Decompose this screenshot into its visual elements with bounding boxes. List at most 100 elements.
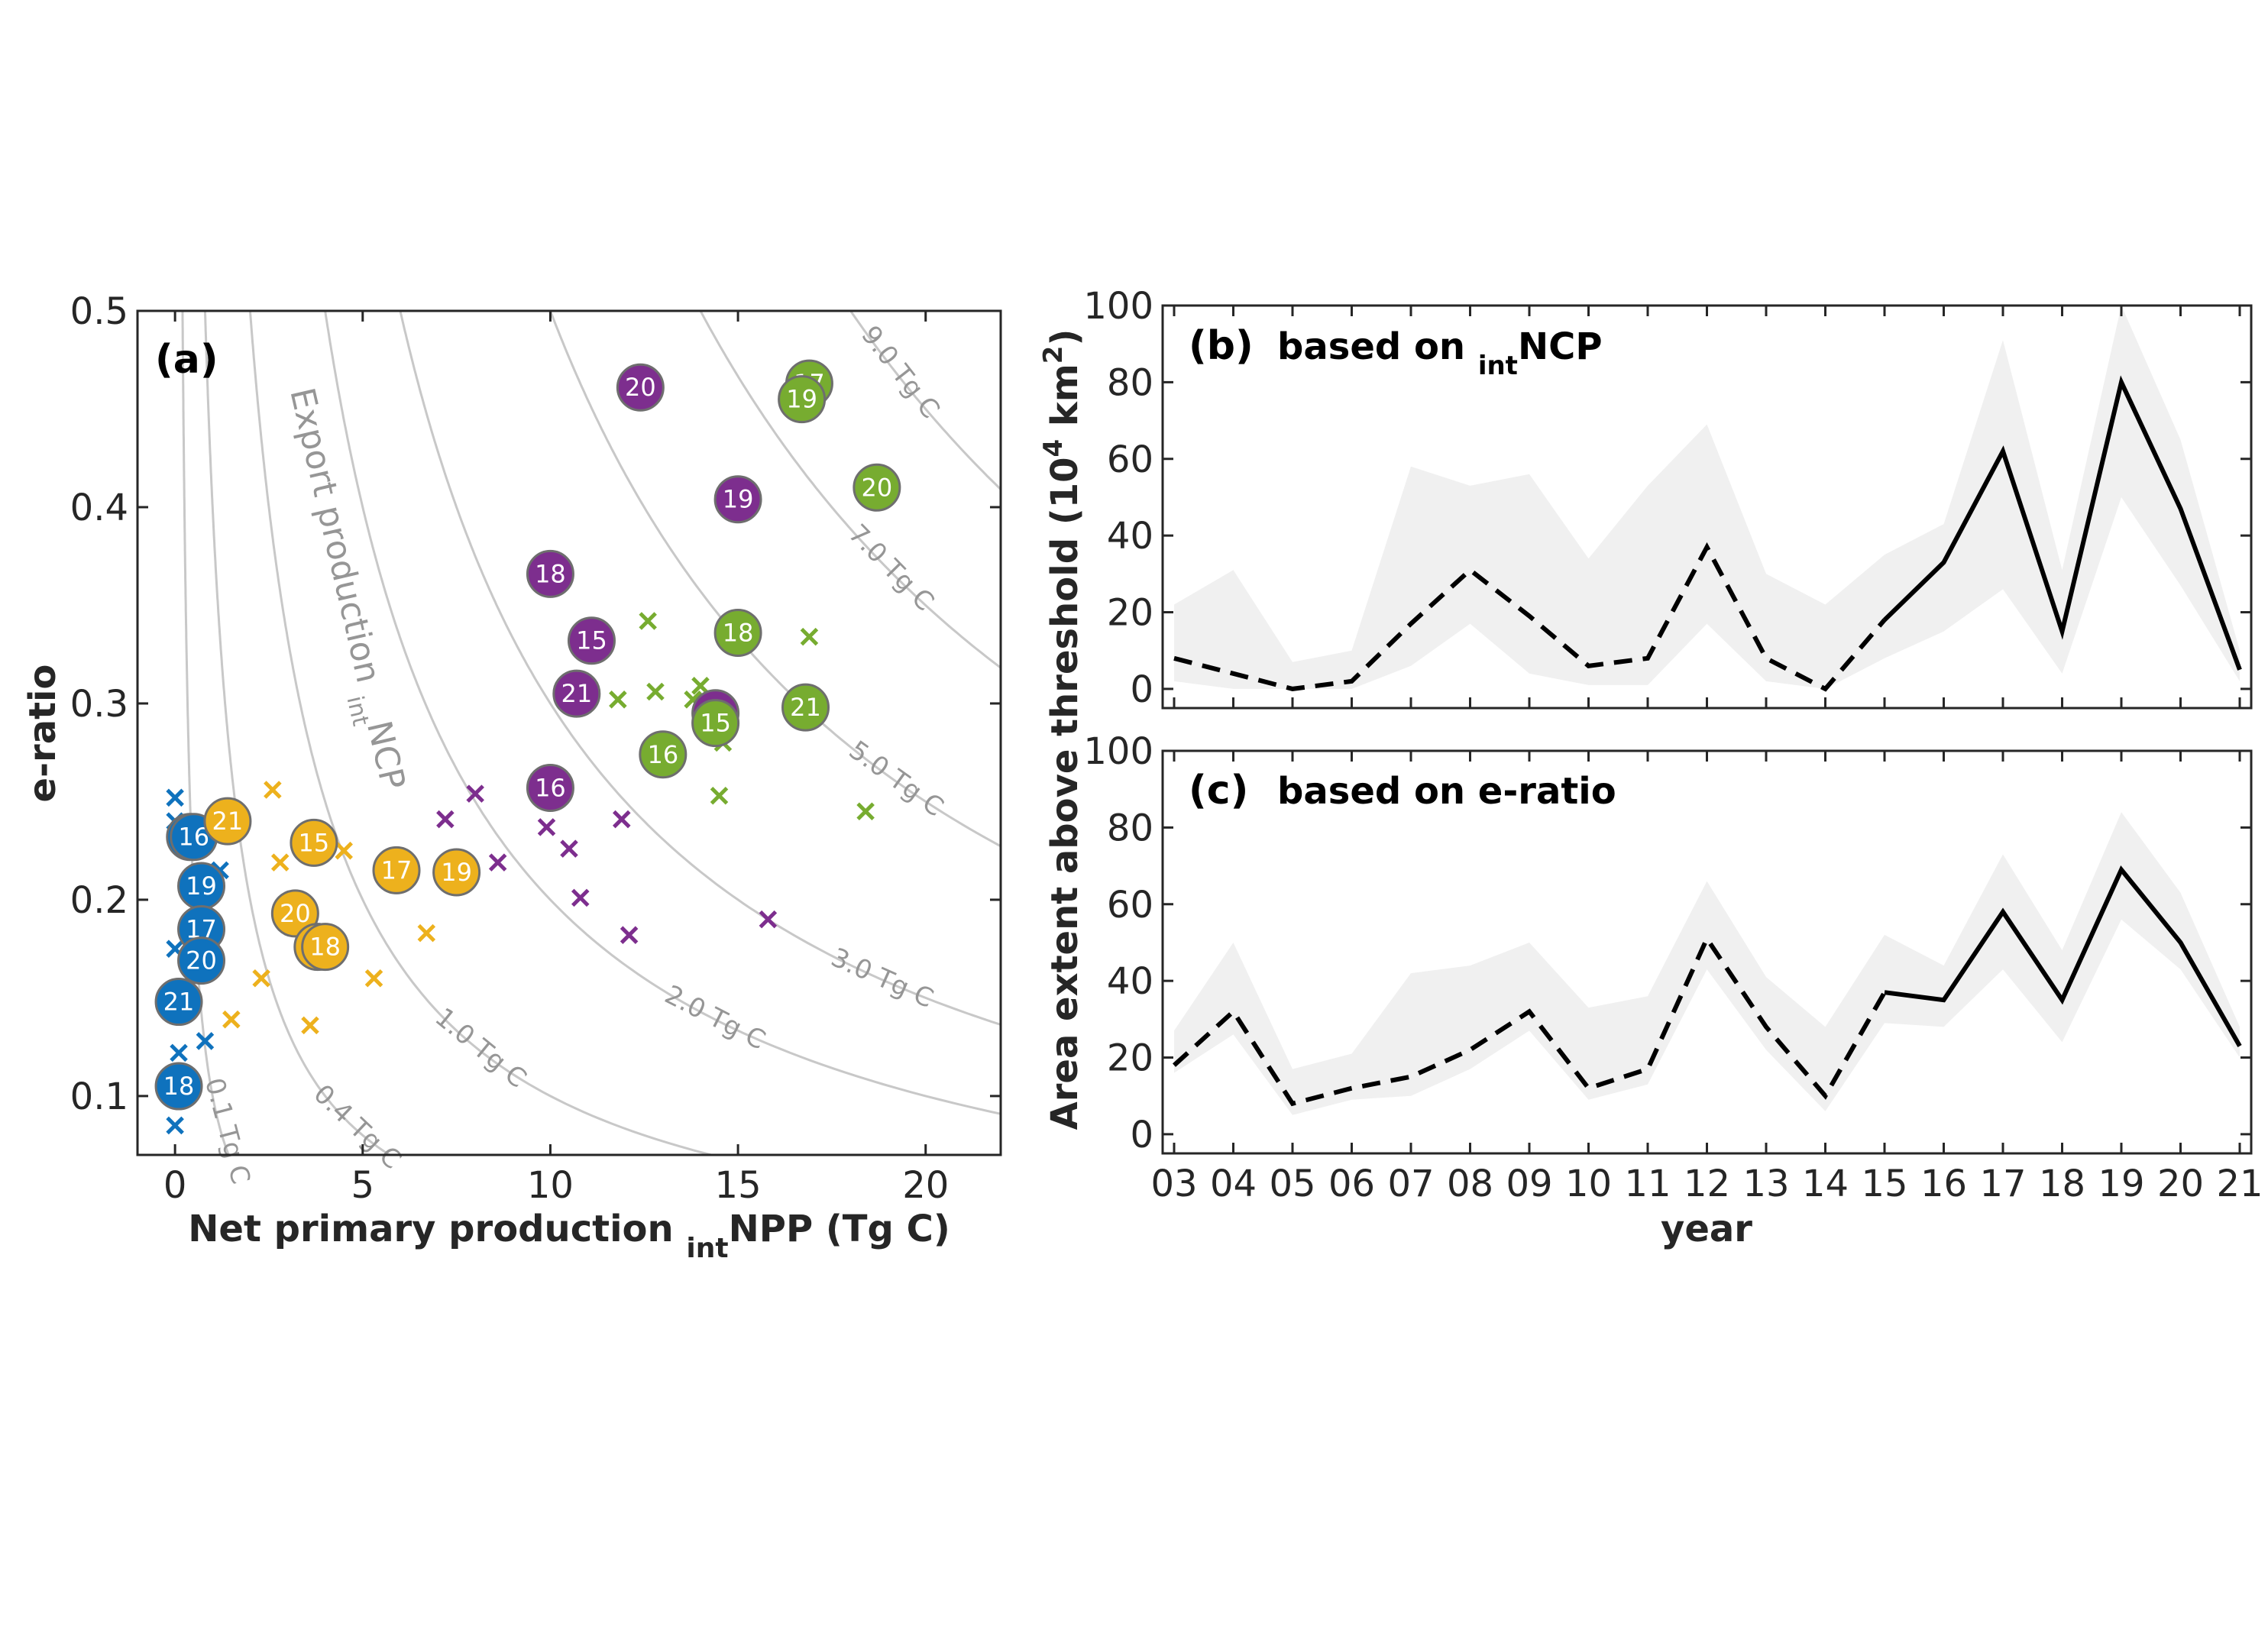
x-tick-label: 5 xyxy=(351,1164,375,1207)
contour-label: 9.0 Tg C xyxy=(855,320,946,424)
cross-marker xyxy=(252,969,270,988)
y-axis-label-a: e-ratio xyxy=(21,665,64,803)
year-marker xyxy=(691,699,740,748)
cross-marker xyxy=(301,1016,319,1035)
year-marker-label: 19 xyxy=(723,485,754,514)
year-marker xyxy=(270,889,319,938)
y-tick-label: 0.5 xyxy=(70,290,128,333)
panel-c-line: 0 20 40 60 80 100 03 04 05 06 07 08 09 10 11 12 13 14 15 16… xyxy=(1083,730,2263,1250)
cross-markers xyxy=(166,612,875,1135)
year-marker xyxy=(713,475,762,524)
contour-line xyxy=(699,311,1001,670)
x-tick-label: 0 xyxy=(163,1164,187,1207)
year-marker-label: 18 xyxy=(723,618,754,647)
year-marker xyxy=(552,669,601,718)
year-marker xyxy=(301,923,350,972)
x-tick-label: 14 xyxy=(1802,1163,1849,1205)
x-tick-label: 05 xyxy=(1269,1163,1315,1205)
y-tick-label: 40 xyxy=(1107,515,1153,558)
panel-b-line: 0 20 40 60 80 100 (b) based on intNCP xyxy=(1083,285,2253,711)
x-tick-label: 15 xyxy=(715,1164,762,1207)
axis-ticks-a: 0 5 10 15 20 0.1 0.2 0.3 0.4 0.5 xyxy=(70,290,1001,1207)
cross-marker xyxy=(166,1116,184,1135)
y-tick-label: 20 xyxy=(1107,1037,1153,1080)
x-tick-label: 11 xyxy=(1624,1163,1671,1205)
y-tick-label: 0.4 xyxy=(70,487,128,529)
y-tick-label: 100 xyxy=(1083,730,1153,773)
year-marker xyxy=(432,848,481,897)
x-axis-label-a: Net primary production intNPP (Tg C) xyxy=(188,1208,950,1264)
cross-marker xyxy=(800,627,819,646)
panel-a-scatter: 0.1 Tg C 0.4 Tg C1.0 Tg C 2.0 Tg C 3.0 Tg C… xyxy=(21,290,1002,1264)
cross-marker xyxy=(166,788,184,807)
x-tick-label: 16 xyxy=(1920,1163,1967,1205)
contour-line xyxy=(849,311,1001,491)
year-markers: 1516191720211821151719201618201918152117… xyxy=(154,359,901,1111)
year-marker-label: 21 xyxy=(561,679,592,708)
year-marker xyxy=(713,608,762,657)
contour-title: Export production intNCP xyxy=(271,384,413,796)
year-marker-label: 19 xyxy=(786,385,817,414)
cross-marker xyxy=(613,810,631,829)
year-marker-label: 16 xyxy=(535,773,566,802)
y-tick-label: 0 xyxy=(1130,1114,1153,1156)
cross-marker xyxy=(270,853,290,872)
contour-line xyxy=(548,311,1001,848)
cross-marker xyxy=(620,926,639,944)
year-marker-label: 20 xyxy=(280,899,311,928)
year-marker-label: 15 xyxy=(299,828,330,857)
x-tick-label: 20 xyxy=(902,1164,949,1207)
series-line-dashed-c xyxy=(1172,933,1887,1107)
y-tick-label: 0.1 xyxy=(70,1075,128,1118)
year-marker-label: 18 xyxy=(309,933,341,962)
contour-label: 5.0 Tg C xyxy=(843,735,949,823)
year-marker-label: 16 xyxy=(647,740,678,769)
y-tick-label: 80 xyxy=(1107,807,1153,849)
year-marker xyxy=(372,846,421,894)
year-marker-label: 18 xyxy=(163,1072,195,1101)
year-marker-label: 18 xyxy=(535,559,566,588)
year-marker xyxy=(526,549,574,598)
cross-marker xyxy=(170,1043,188,1062)
contour-label: 1.0 Tg C xyxy=(429,1002,532,1095)
axis-ticks-c: 0 20 40 60 80 100 03 04 05 06 07 08 09 10 11 12 13 14 15 16… xyxy=(1083,730,2263,1205)
year-marker xyxy=(781,683,830,732)
year-marker xyxy=(639,730,688,779)
x-tick-label: 10 xyxy=(1565,1163,1612,1205)
panel-label-a: (a) xyxy=(155,337,218,383)
x-tick-label: 18 xyxy=(2039,1163,2085,1205)
x-tick-label: 20 xyxy=(2157,1163,2204,1205)
contour-label: 7.0 Tg C xyxy=(843,519,940,617)
uncertainty-band-c xyxy=(1174,812,2240,1115)
series-line-solid-c xyxy=(1884,865,2242,1047)
year-marker xyxy=(616,363,665,412)
year-marker-label: 15 xyxy=(700,709,731,738)
x-tick-label: 12 xyxy=(1684,1163,1730,1205)
panel-label-b: (b) xyxy=(1189,323,1254,369)
year-marker-label: 20 xyxy=(186,946,217,975)
year-marker-label: 16 xyxy=(178,823,209,852)
y-tick-label: 0 xyxy=(1130,668,1153,711)
year-marker xyxy=(154,978,203,1027)
contour-line xyxy=(248,311,717,1155)
year-marker-label: 20 xyxy=(862,473,893,502)
year-marker-label: 20 xyxy=(625,373,656,402)
year-marker-label: 21 xyxy=(212,807,244,836)
y-tick-label: 0.3 xyxy=(70,683,128,726)
x-tick-label: 10 xyxy=(527,1164,574,1207)
year-marker xyxy=(526,763,574,812)
year-marker xyxy=(203,797,252,846)
panel-title-c: based on e-ratio xyxy=(1277,770,1616,813)
y-tick-label: 20 xyxy=(1107,592,1153,635)
series-line-dashed-b xyxy=(1173,542,1887,692)
cross-marker xyxy=(856,802,875,821)
plot-frame-a xyxy=(136,309,1002,1156)
series-line-solid-b xyxy=(1882,375,2242,671)
x-tick-label: 03 xyxy=(1150,1163,1197,1205)
x-tick-label: 07 xyxy=(1387,1163,1434,1205)
cross-marker xyxy=(488,853,507,872)
x-tick-label: 09 xyxy=(1506,1163,1552,1205)
year-marker xyxy=(567,616,616,665)
cross-marker xyxy=(335,841,353,860)
